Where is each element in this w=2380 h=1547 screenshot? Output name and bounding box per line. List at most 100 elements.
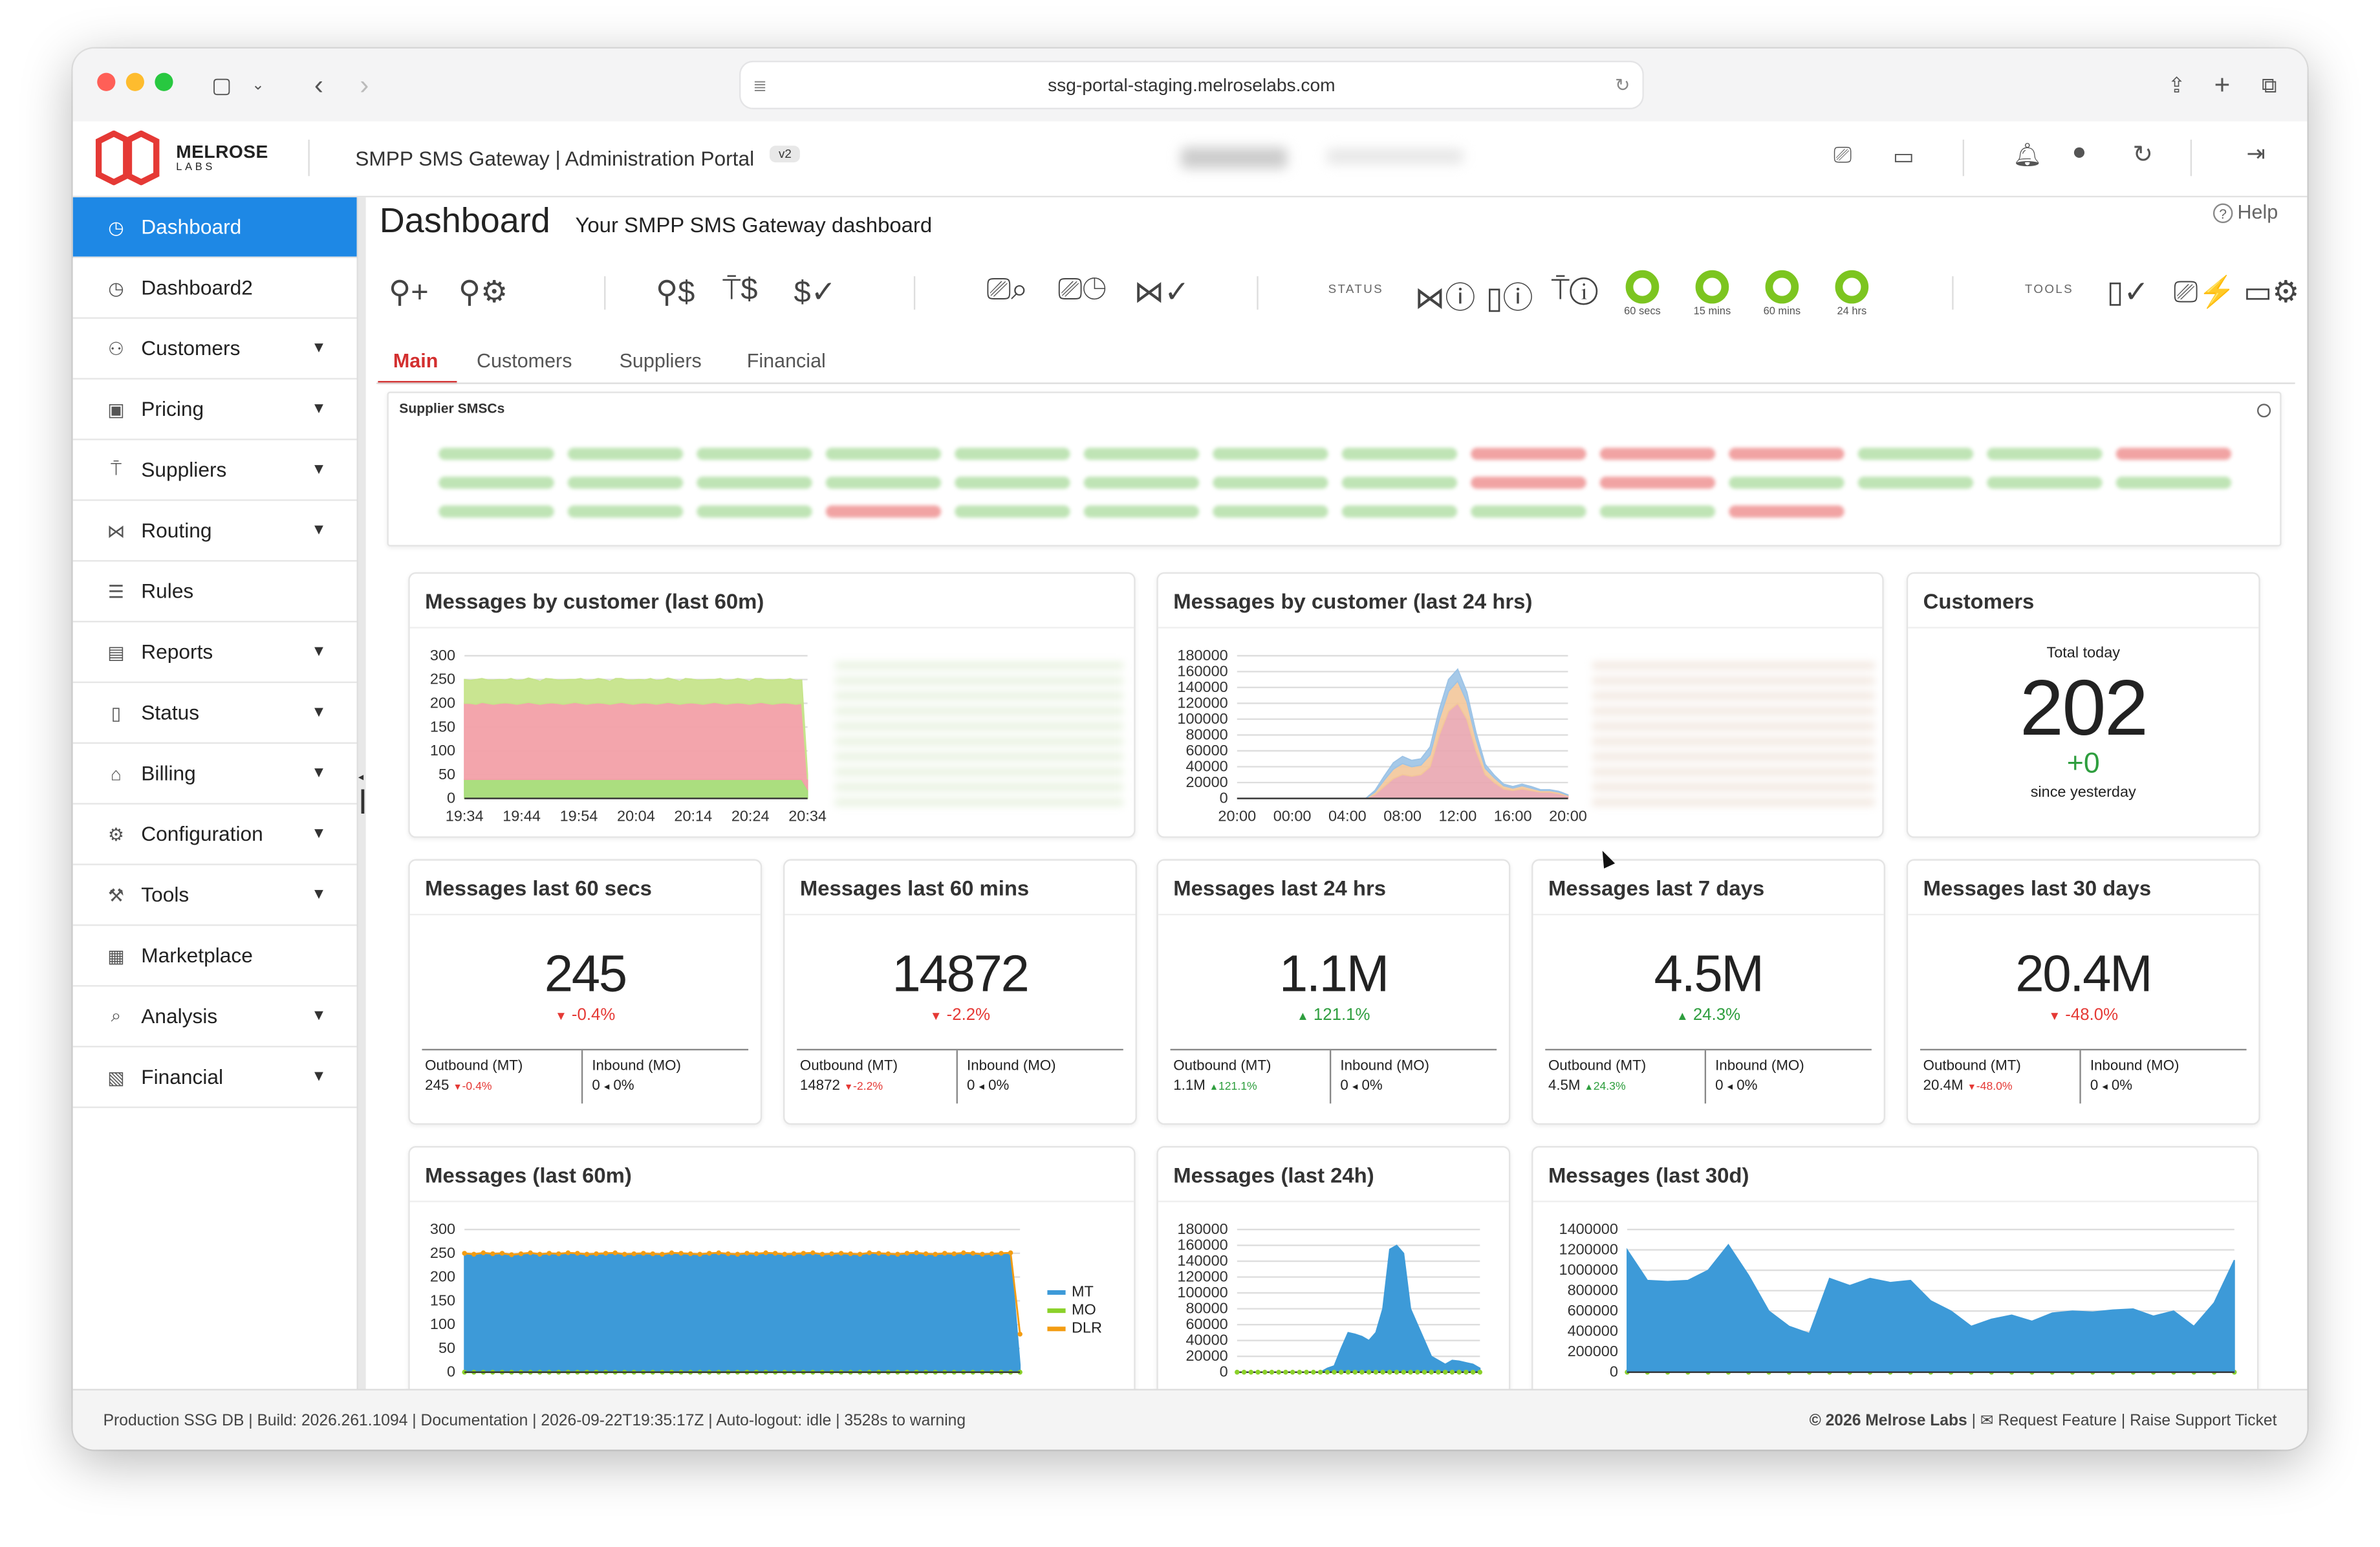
supplier-status-pill[interactable] [1471, 476, 1586, 489]
sidebar-item-rules[interactable]: ☰ Rules [72, 561, 357, 623]
supplier-status-pill[interactable] [567, 505, 684, 518]
sidebar-item-suppliers[interactable]: ⍑ Suppliers ▼ [72, 440, 357, 501]
supplier-status-pill[interactable] [567, 476, 684, 489]
support-ticket-link[interactable]: Raise Support Ticket [2130, 1411, 2277, 1429]
supplier-status-pill[interactable] [1599, 476, 1716, 489]
supplier-status-pill[interactable] [955, 448, 1070, 460]
supplier-status-pill[interactable] [438, 505, 554, 518]
supplier-billing-icon[interactable]: ⍑$ [722, 273, 758, 307]
supplier-status-pill[interactable] [825, 476, 942, 489]
sidebar-item-marketplace[interactable]: ▦ Marketplace [72, 926, 357, 987]
refresh-icon[interactable]: ↻ [2132, 142, 2153, 169]
supplier-status-pill[interactable] [697, 476, 812, 489]
supplier-status-pill[interactable] [438, 448, 554, 460]
supplier-status-pill[interactable] [1341, 476, 1458, 489]
wallet-settings-icon[interactable]: ▭⚙ [2243, 276, 2300, 310]
sidebar-item-dashboard2[interactable]: ◷ Dashboard2 [72, 258, 357, 319]
phone-check-icon[interactable]: ▯✓ [2106, 276, 2149, 310]
chevron-down-icon[interactable]: ⌄ [252, 76, 265, 94]
back-icon[interactable]: ‹ [314, 69, 323, 100]
customer-settings-icon[interactable]: ⚲⚙ [458, 276, 508, 310]
supplier-status-pill[interactable] [1341, 448, 1458, 460]
supplier-status-pill[interactable] [1857, 476, 1974, 489]
supplier-status-pill[interactable] [567, 448, 684, 460]
supplier-status-pill[interactable] [1729, 448, 1844, 460]
supplier-status-pill[interactable] [1471, 505, 1586, 518]
status-ring-60s[interactable] [1625, 270, 1660, 304]
sidebar-item-pricing[interactable]: ▣ Pricing ▼ [72, 380, 357, 440]
sidebar-item-configuration[interactable]: ⚙ Configuration ▼ [72, 805, 357, 865]
sidebar-toggle-icon[interactable]: ▢ [211, 72, 232, 97]
supplier-status-pill[interactable] [1341, 505, 1458, 518]
tab-financial[interactable]: Financial [747, 349, 826, 372]
sidebar-item-customers[interactable]: ⚇ Customers ▼ [72, 319, 357, 380]
reload-icon[interactable]: ↻ [1615, 74, 1630, 96]
supplier-status-pill[interactable] [955, 476, 1070, 489]
supplier-status-icon[interactable]: ⍑ⓘ [1551, 273, 1598, 307]
sidebar-item-routing[interactable]: ⋈ Routing ▼ [72, 501, 357, 562]
supplier-status-pill[interactable] [438, 476, 554, 489]
supplier-status-pill[interactable] [825, 448, 942, 460]
new-tab-icon[interactable]: + [2214, 69, 2231, 100]
sms-gateway-icon[interactable]: ⎚ [1834, 142, 1852, 169]
close-window-button[interactable] [97, 72, 116, 91]
supplier-status-pill[interactable] [2115, 476, 2232, 489]
tabs-overview-icon[interactable]: ⧉ [2262, 72, 2277, 97]
supplier-status-pill[interactable] [1213, 505, 1328, 518]
supplier-status-pill[interactable] [955, 505, 1070, 518]
help-link[interactable]: ? Help [2212, 200, 2278, 224]
supplier-status-pill[interactable] [1857, 448, 1974, 460]
supplier-status-pill[interactable] [697, 505, 812, 518]
tab-main[interactable]: Main [393, 349, 438, 372]
wallet-icon[interactable]: ▭ [1892, 144, 1915, 170]
sidebar-resize-handle[interactable]: ◂ [358, 197, 366, 1389]
sidebar-item-status[interactable]: ▯ Status ▼ [72, 683, 357, 744]
minimize-window-button[interactable] [125, 72, 144, 91]
supplier-status-pill[interactable] [1729, 476, 1844, 489]
supplier-status-pill[interactable] [1083, 476, 1200, 489]
sidebar-item-dashboard[interactable]: ◷ Dashboard [72, 197, 357, 258]
add-customer-icon[interactable]: ⚲+ [388, 276, 429, 310]
panel-status-circle-icon[interactable] [2256, 404, 2271, 418]
supplier-status-pill[interactable] [697, 448, 812, 460]
supplier-status-pill[interactable] [1599, 448, 1716, 460]
routing-status-icon[interactable]: ⋈ⓘ [1414, 282, 1476, 316]
code-message-icon[interactable]: ⎚⚡ [2173, 276, 2236, 310]
bell-icon[interactable]: 🔔︎ [2013, 142, 2042, 169]
sidebar-item-financial[interactable]: ▧ Financial ▼ [72, 1047, 357, 1109]
supplier-status-pill[interactable] [1213, 448, 1328, 460]
tab-suppliers[interactable]: Suppliers [620, 349, 702, 372]
status-ring-15m[interactable] [1695, 270, 1729, 304]
route-check-icon[interactable]: ⋈✓ [1134, 276, 1190, 310]
request-feature-link[interactable]: Request Feature [1998, 1411, 2117, 1429]
supplier-status-pill[interactable] [1083, 505, 1200, 518]
supplier-status-pill[interactable] [1471, 448, 1586, 460]
sidebar-item-billing[interactable]: ⌂ Billing ▼ [72, 744, 357, 805]
zoom-window-button[interactable] [155, 72, 173, 91]
logout-icon[interactable]: ⇥ [2246, 141, 2266, 168]
collapse-arrow-icon[interactable]: ◂ [358, 772, 364, 784]
supplier-status-pill[interactable] [1213, 476, 1328, 489]
supplier-status-pill[interactable] [825, 505, 942, 518]
customer-billing-icon[interactable]: ⚲$ [655, 276, 695, 310]
supplier-status-pill[interactable] [1599, 505, 1716, 518]
supplier-status-pill[interactable] [1729, 505, 1844, 518]
supplier-status-pill[interactable] [1987, 476, 2103, 489]
price-check-icon[interactable]: $✓ [794, 276, 836, 310]
supplier-status-pill[interactable] [2115, 448, 2232, 460]
message-schedule-icon[interactable]: ⎚◷ [1057, 273, 1107, 307]
forward-icon[interactable]: › [360, 69, 369, 100]
tab-customers[interactable]: Customers [477, 349, 572, 372]
resize-grip[interactable] [361, 789, 365, 814]
address-bar[interactable]: ≣ ssg-portal-staging.melroselabs.com ↻ [741, 62, 1643, 108]
sidebar-item-tools[interactable]: ⚒ Tools ▼ [72, 865, 357, 926]
status-ring-24h[interactable] [1835, 270, 1869, 304]
sidebar-item-analysis[interactable]: ⌕ Analysis ▼ [72, 987, 357, 1048]
sidebar-item-reports[interactable]: ▤ Reports ▼ [72, 622, 357, 684]
share-icon[interactable]: ⇪ [2167, 72, 2186, 97]
supplier-status-pill[interactable] [1987, 448, 2103, 460]
status-ring-60m[interactable] [1765, 270, 1799, 304]
server-status-icon[interactable]: ▯ⓘ [1486, 282, 1533, 316]
message-search-icon[interactable]: ⎚⌕ [986, 273, 1028, 307]
supplier-status-pill[interactable] [1083, 448, 1200, 460]
